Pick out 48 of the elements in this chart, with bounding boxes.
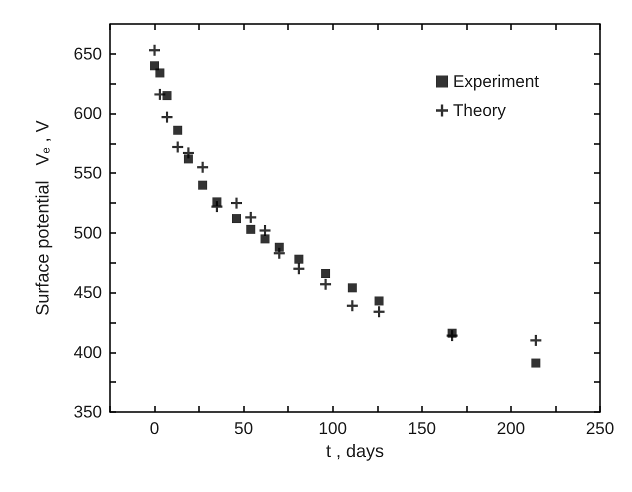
point <box>293 263 304 274</box>
y-tick-label: 400 <box>74 342 102 362</box>
point <box>245 212 256 223</box>
point <box>531 358 540 368</box>
point <box>246 224 256 234</box>
point <box>260 234 270 244</box>
point <box>197 162 208 173</box>
point <box>260 225 271 236</box>
point <box>274 248 285 259</box>
point <box>374 296 384 306</box>
y-tick-label: 650 <box>74 44 102 64</box>
x-tick-label: 0 <box>150 419 160 438</box>
y-tick-label: 350 <box>74 402 102 422</box>
y-axis-title: Surface potential Ve , V <box>32 120 52 316</box>
legend-label: Experiment <box>453 72 540 91</box>
point <box>231 198 242 209</box>
point <box>294 254 304 264</box>
point <box>530 334 542 346</box>
point <box>321 269 330 278</box>
point <box>374 306 385 318</box>
point <box>320 278 332 290</box>
point <box>198 180 208 190</box>
point <box>173 126 182 135</box>
x-tick-label: 100 <box>318 419 347 438</box>
point <box>211 201 222 212</box>
x-tick-label: 150 <box>408 419 436 438</box>
y-tick-label: 500 <box>74 223 102 242</box>
point <box>184 154 193 164</box>
point <box>155 68 164 78</box>
x-tick-label: 250 <box>586 419 614 438</box>
point <box>149 44 160 56</box>
legend-label: Theory <box>453 101 506 120</box>
point <box>172 141 184 152</box>
point <box>232 214 242 224</box>
point <box>446 330 458 342</box>
y-tick-label: 600 <box>74 104 102 124</box>
point <box>162 91 172 100</box>
point <box>150 61 160 70</box>
point <box>182 147 194 158</box>
y-tick-label: 550 <box>74 164 102 183</box>
x-tick-label: 200 <box>496 419 526 438</box>
point <box>346 300 358 312</box>
x-tick-label: 50 <box>234 419 254 438</box>
y-tick-label: 450 <box>74 283 102 302</box>
point <box>348 283 357 292</box>
x-axis-title: t , days <box>326 441 384 461</box>
point <box>162 112 173 123</box>
point <box>154 88 166 100</box>
